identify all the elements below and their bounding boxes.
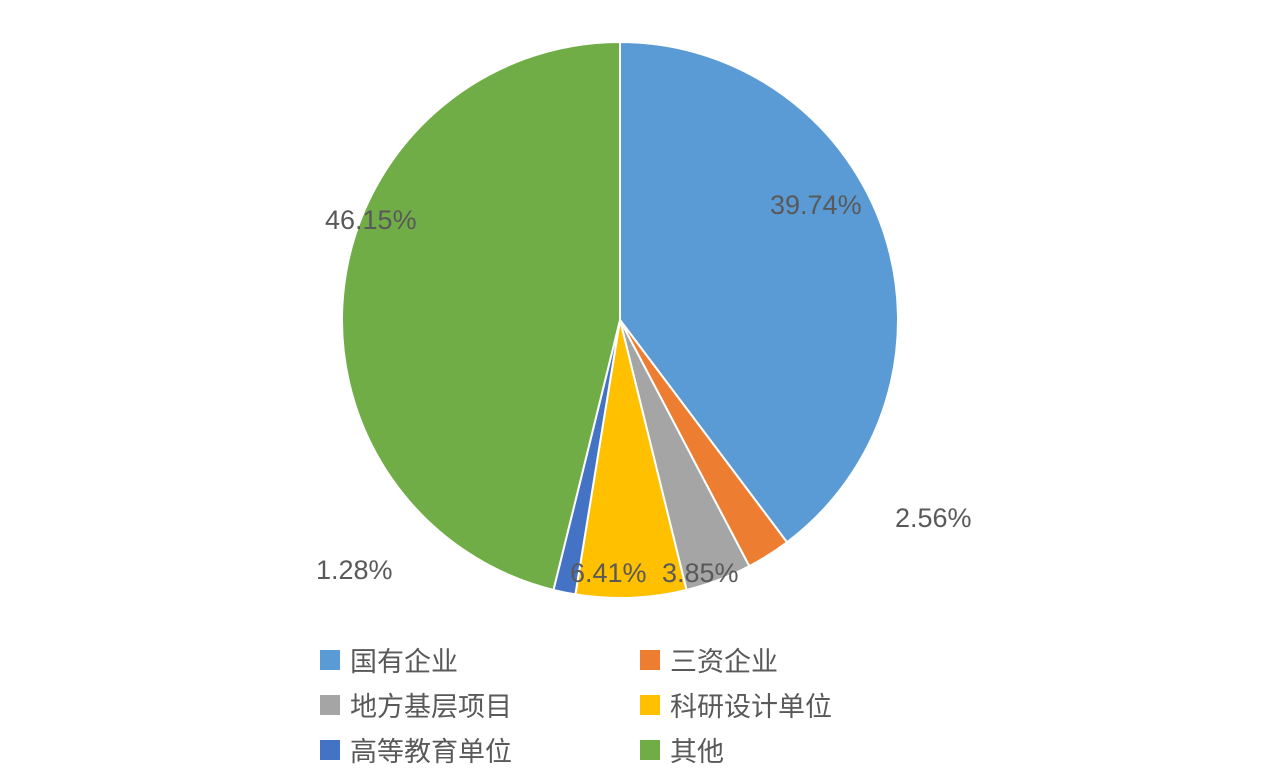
legend-item: 其他 <box>640 730 960 769</box>
legend-swatch <box>640 740 660 760</box>
legend-swatch <box>640 695 660 715</box>
data-label: 39.74% <box>770 190 862 221</box>
data-label: 6.41% <box>570 558 647 589</box>
legend-label: 科研设计单位 <box>670 685 832 724</box>
legend-swatch <box>320 695 340 715</box>
legend-label: 高等教育单位 <box>350 730 512 769</box>
legend-label: 三资企业 <box>670 640 778 679</box>
legend: 国有企业 三资企业地方基层项目 科研设计单位高等教育单位 其他 <box>320 640 960 769</box>
pie-chart-container: 39.74% 2.56% 3.85% 6.41% 1.28% 46.15% 国有企业 三资企… <box>0 0 1280 768</box>
data-label: 46.15% <box>325 205 417 236</box>
legend-label: 地方基层项目 <box>350 685 512 724</box>
legend-item: 科研设计单位 <box>640 685 960 724</box>
data-label: 2.56% <box>895 503 972 534</box>
legend-swatch <box>320 650 340 670</box>
legend-item: 地方基层项目 <box>320 685 640 724</box>
legend-item: 高等教育单位 <box>320 730 640 769</box>
data-label: 3.85% <box>662 558 739 589</box>
legend-swatch <box>320 740 340 760</box>
legend-label: 国有企业 <box>350 640 458 679</box>
legend-item: 国有企业 <box>320 640 640 679</box>
legend-item: 三资企业 <box>640 640 960 679</box>
legend-label: 其他 <box>670 730 724 769</box>
data-label: 1.28% <box>316 555 393 586</box>
legend-swatch <box>640 650 660 670</box>
pie-chart-svg <box>340 40 900 600</box>
